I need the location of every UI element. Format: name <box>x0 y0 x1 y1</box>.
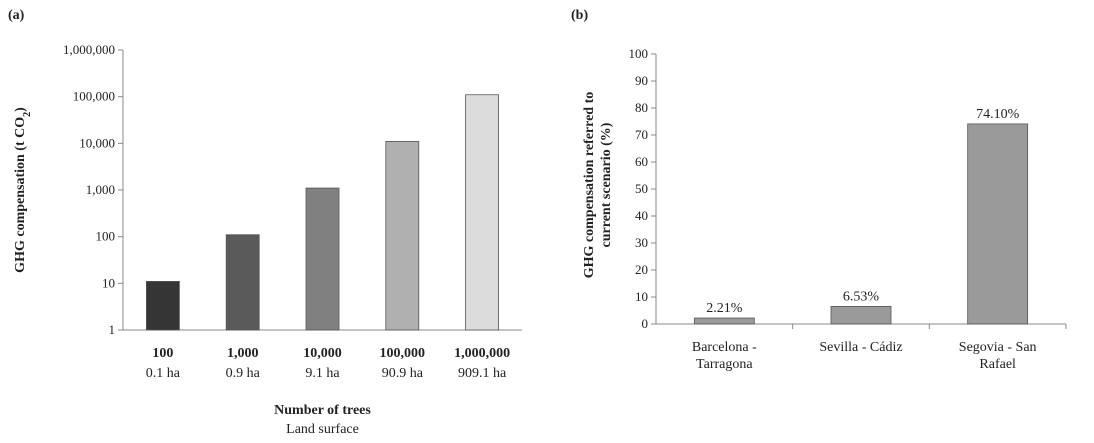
chart-b-y-tick-label: 10 <box>635 289 648 304</box>
chart-a-category-label: 100 <box>152 346 173 361</box>
chart-a-y-tick-label: 1,000,000 <box>63 42 115 57</box>
chart-b-y-tick-label: 50 <box>635 181 648 196</box>
chart-b-category-label: Tarragona <box>696 357 753 372</box>
chart-b-category-label: Barcelona - <box>692 340 757 355</box>
chart-b-bar <box>693 317 755 325</box>
chart-a-category-sublabel: 9.1 ha <box>305 366 340 381</box>
chart-b-y-tick-label: 30 <box>635 235 648 250</box>
chart-a-bar <box>145 281 180 331</box>
chart-a-bar <box>465 94 500 331</box>
chart-a-category-label: 1,000 <box>227 346 259 361</box>
chart-a-category-sublabel: 0.1 ha <box>146 366 181 381</box>
chart-a-y-tick-label: 1,000 <box>86 182 115 197</box>
chart-b-bar <box>967 123 1029 325</box>
chart-b-y-tick-label: 90 <box>635 73 648 88</box>
chart-b-category-label: Rafael <box>979 357 1016 372</box>
chart-b-category-label: Segovia - San <box>959 340 1037 355</box>
chart-a-category-label: 100,000 <box>380 346 426 361</box>
chart-a-bar <box>225 234 260 331</box>
chart-a-y-tick-label: 10 <box>102 275 115 290</box>
chart-b: (b) 0 10 20 30 40 50 60 70 80 90 100 2.21% Barcelona … <box>571 8 1067 372</box>
chart-a-x-axis-subtitle: Land surface <box>286 422 359 437</box>
chart-b-data-label: 6.53% <box>843 289 880 304</box>
chart-b-y-tick-label: 40 <box>635 208 648 223</box>
chart-a-y-tick-label: 1 <box>109 322 116 337</box>
chart-a-x-axis-title: Number of trees <box>274 403 371 418</box>
chart-a-category-sublabel: 90.9 ha <box>382 366 424 381</box>
chart-b-data-label: 2.21% <box>706 301 743 316</box>
chart-a-bar <box>305 187 340 331</box>
chart-b-y-tick-label: 80 <box>635 100 648 115</box>
panel-label-b: (b) <box>571 8 588 23</box>
chart-a-category-label: 1,000,000 <box>454 346 510 361</box>
chart-a-category-sublabel: 0.9 ha <box>226 366 261 381</box>
chart-a-y-tick-label: 10,000 <box>79 135 115 150</box>
chart-a-category-label: 10,000 <box>303 346 342 361</box>
chart-b-y-tick-label: 60 <box>635 154 648 169</box>
chart-a-y-axis-title: GHG compensation (t CO2) <box>13 107 33 273</box>
chart-b-bar <box>830 305 892 325</box>
chart-b-data-label: 74.10% <box>976 107 1020 122</box>
chart-a-bar <box>385 141 420 331</box>
chart-b-y-tick-label: 0 <box>642 316 649 331</box>
chart-a-y-tick-label: 100,000 <box>73 89 115 104</box>
chart-b-y-axis-title: current scenario (%) <box>599 122 614 247</box>
chart-a-category-sublabel: 909.1 ha <box>458 366 507 381</box>
chart-b-y-tick-label: 20 <box>635 262 648 277</box>
chart-a: (a) 1 10 100 1,000 10,000 100,000 1,000,000 100 0… <box>8 8 522 437</box>
chart-b-y-tick-label: 100 <box>629 46 649 61</box>
chart-a-y-tick-label: 100 <box>96 229 116 244</box>
chart-b-category-label: Sevilla - Cádiz <box>819 340 902 355</box>
chart-b-y-tick-label: 70 <box>635 127 648 142</box>
panel-label-a: (a) <box>8 8 25 23</box>
chart-b-y-axis-title: GHG compensation referred to <box>582 92 597 279</box>
